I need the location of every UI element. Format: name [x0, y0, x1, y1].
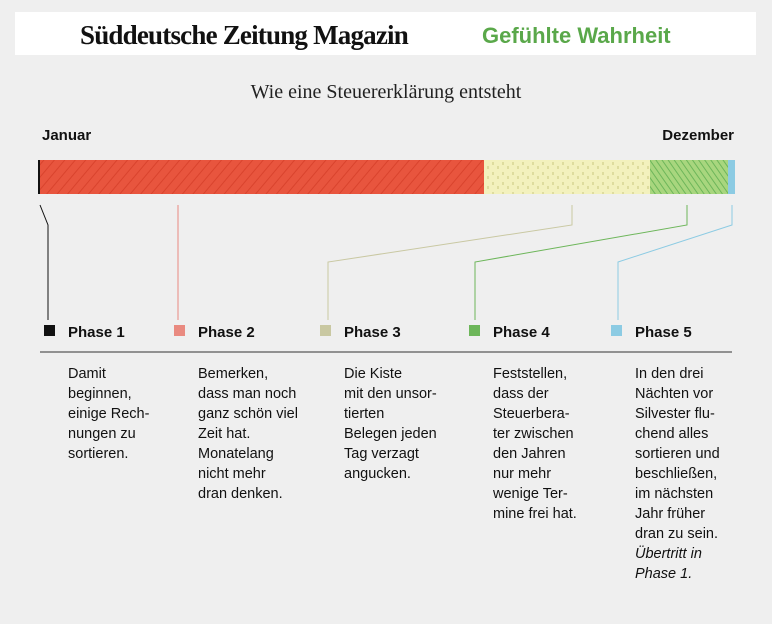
phase-swatch [469, 325, 480, 336]
phase-text: beginnen, [68, 386, 132, 402]
phase-name: Phase 4 [493, 324, 550, 341]
phase-text: nungen zu [68, 426, 136, 442]
phase-text: dass der [493, 386, 549, 402]
phase-text: den Jahren [493, 446, 566, 462]
phase-text: mit den unsor- [344, 386, 437, 402]
phase-swatch [611, 325, 622, 336]
phase-text: nicht mehr [198, 466, 266, 482]
title: Wie eine Steuererklärung entsteht [251, 81, 522, 103]
end-label: Dezember [662, 127, 734, 144]
timeline-segment [728, 160, 735, 194]
phase-swatch [174, 325, 185, 336]
phase-text: Jahr früher [635, 506, 705, 522]
phase-text: sortieren und [635, 446, 720, 462]
phase-text: Die Kiste [344, 366, 402, 382]
phase-text: tierten [344, 406, 384, 422]
phase-text: In den drei [635, 366, 704, 382]
header-bar [15, 12, 756, 55]
connector [617, 205, 733, 320]
phase-name: Phase 3 [344, 324, 401, 341]
phase-text: mine frei hat. [493, 506, 577, 522]
phase-swatch [44, 325, 55, 336]
phase-name: Phase 2 [198, 324, 255, 341]
phase-text: einige Rech- [68, 406, 150, 422]
logo: Süddeutsche Zeitung Magazin [80, 20, 409, 50]
phase-text: ter zwischen [493, 426, 574, 442]
phase-text: Steuerbera- [493, 406, 570, 422]
phase-text: chend alles [635, 426, 708, 442]
phase-name: Phase 1 [68, 324, 125, 341]
start-label: Januar [42, 127, 91, 144]
phase-name: Phase 5 [635, 324, 692, 341]
section-title: Gefühlte Wahrheit [482, 23, 671, 48]
phase-text: Feststellen, [493, 366, 567, 382]
timeline-segment [484, 160, 650, 194]
phase-text: wenige Ter- [492, 486, 568, 502]
timeline-segment [38, 160, 40, 194]
phase-text: nur mehr [493, 466, 551, 482]
phase-text: Zeit hat. [198, 426, 250, 442]
phase-text: beschließen, [635, 466, 717, 482]
phase-text: dass man noch [198, 386, 296, 402]
phase-note: Phase 1. [635, 566, 692, 582]
phase-text: angucken. [344, 466, 411, 482]
phase-text: Damit [68, 366, 106, 382]
connector [327, 205, 573, 320]
phase-text: Bemerken, [198, 366, 268, 382]
phase-note: Übertritt in [635, 544, 702, 562]
phase-text: Nächten vor [635, 386, 713, 402]
phase-swatch [320, 325, 331, 336]
phase-text: Monatelang [198, 446, 274, 462]
phase-text: im nächsten [635, 486, 713, 502]
phase-text: dran zu sein. [635, 526, 718, 542]
phase-text: Silvester flu- [635, 406, 715, 422]
phase-text: Tag verzagt [344, 446, 419, 462]
connector [39, 204, 49, 320]
timeline-segment [650, 160, 728, 194]
phase-text: ganz schön viel [198, 406, 298, 422]
phase-text: Belegen jeden [344, 426, 437, 442]
connector [474, 205, 688, 320]
phase-text: sortieren. [68, 446, 128, 462]
timeline-segment [40, 160, 484, 194]
phase-text: dran denken. [198, 486, 283, 502]
